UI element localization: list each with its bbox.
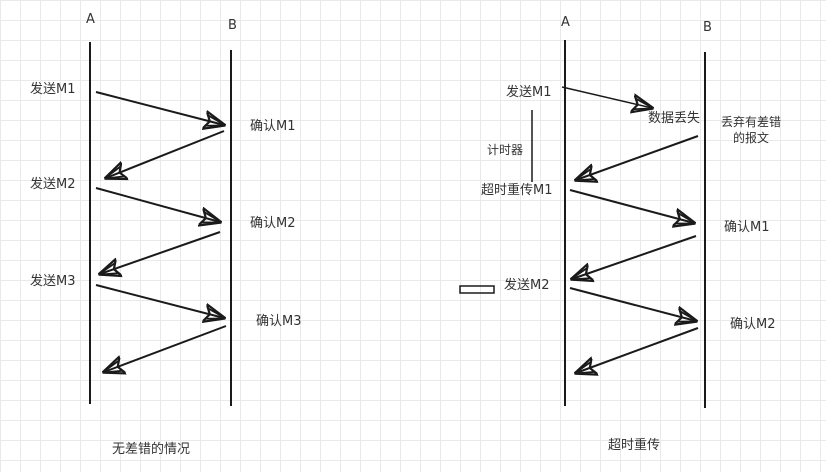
stray-rect (459, 285, 495, 294)
right-label-confirm-m1: 确认M1 (724, 220, 770, 235)
right-label-data-lost: 数据丢失 (648, 111, 701, 126)
left-endpoint-b: B (228, 18, 237, 33)
right-arrow-send-m1-lost (561, 86, 652, 108)
left-arrow-send-m3 (95, 284, 224, 318)
left-label-confirm-m1: 确认M1 (250, 119, 296, 134)
right-label-send-m2: 发送M2 (504, 278, 550, 293)
right-arrow-ack-m2 (576, 327, 699, 373)
right-label-timeout-resend: 超时重传M1 (481, 183, 553, 198)
right-arrow-resend-m1 (569, 189, 694, 223)
right-arrow-discard (576, 135, 699, 180)
right-arrow-ack-m1 (572, 235, 697, 279)
left-label-send-m3: 发送M3 (30, 274, 76, 289)
right-caption: 超时重传 (608, 438, 661, 453)
right-endpoint-b: B (703, 20, 712, 35)
right-label-discard-line2: 的报文 (732, 131, 769, 145)
left-endpoint-a: A (86, 12, 95, 27)
left-arrow-ack-m3 (104, 325, 227, 372)
left-caption: 无差错的情况 (112, 442, 191, 457)
left-arrow-send-m2 (95, 187, 220, 222)
right-label-send-m1: 发送M1 (506, 85, 552, 100)
left-label-confirm-m2: 确认M2 (250, 216, 296, 231)
left-arrow-ack-m2 (100, 231, 221, 274)
right-arrow-send-m2 (569, 287, 696, 321)
right-label-discard-line1: 丢弃有差错 (720, 115, 781, 129)
left-arrow-ack-m1 (106, 130, 225, 178)
left-label-send-m2: 发送M2 (30, 177, 76, 192)
right-endpoint-a: A (561, 15, 570, 30)
right-label-discard: 丢弃有差错 的报文 (713, 114, 789, 146)
left-label-confirm-m3: 确认M3 (256, 314, 302, 329)
right-label-timer: 计时器 (487, 143, 524, 157)
right-label-confirm-m2: 确认M2 (730, 317, 776, 332)
left-label-send-m1: 发送M1 (30, 82, 76, 97)
left-arrow-send-m1 (95, 91, 224, 125)
